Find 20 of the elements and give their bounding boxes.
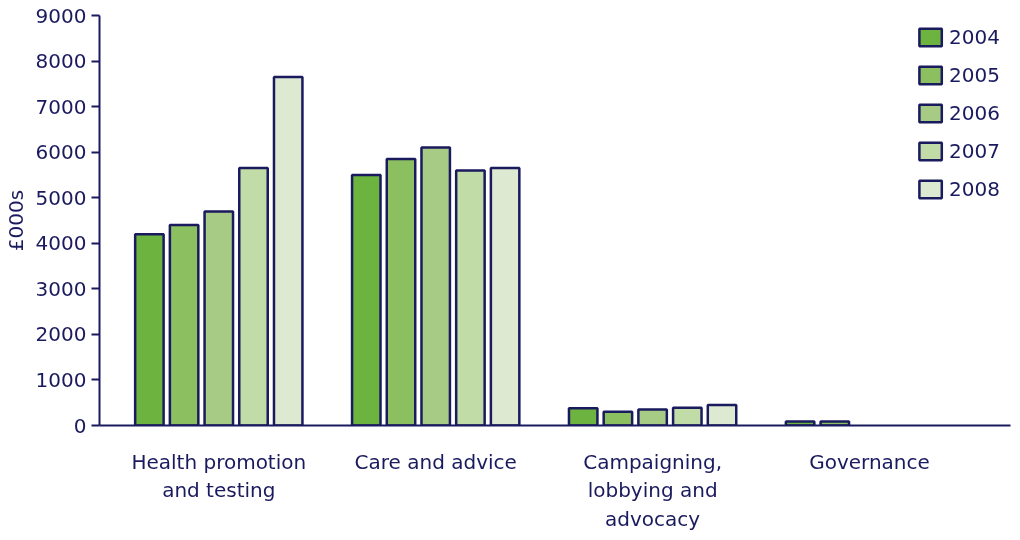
legend-label: 2008 [949,177,1000,201]
legend-label: 2005 [949,63,1000,87]
y-tick-label: 2000 [35,322,87,347]
y-tick-label: 8000 [35,49,87,74]
y-tick-label: 6000 [35,140,87,165]
y-tick-label: 1000 [35,367,87,392]
legend-label: 2007 [949,139,1000,163]
y-tick-label: 5000 [35,185,87,210]
legend-label: 2004 [949,25,1000,49]
x-tick-label: Campaigning, lobbying and advocacy [583,449,723,532]
y-tick-label: 7000 [35,94,87,119]
x-tick-label: Care and advice [354,449,517,474]
y-axis-title: £000s [3,189,28,252]
x-tick-label: Health promotion and testing [131,449,307,503]
y-tick-label: 9000 [35,3,87,28]
y-tick-label: 3000 [35,276,87,301]
y-tick-label: 4000 [35,231,87,256]
legend-label: 2006 [949,101,1000,125]
y-tick-label: 0 [73,413,87,438]
x-tick-label: Governance [809,449,930,474]
